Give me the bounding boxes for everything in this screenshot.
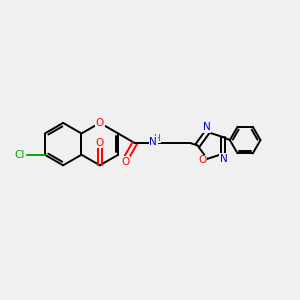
- Text: O: O: [121, 157, 129, 167]
- Text: O: O: [96, 138, 104, 148]
- Text: H: H: [154, 134, 160, 142]
- Text: O: O: [198, 155, 206, 165]
- Text: N: N: [202, 122, 210, 132]
- Text: Cl: Cl: [15, 150, 25, 160]
- Text: N: N: [220, 154, 228, 164]
- Text: N: N: [149, 136, 157, 147]
- Text: O: O: [96, 118, 104, 128]
